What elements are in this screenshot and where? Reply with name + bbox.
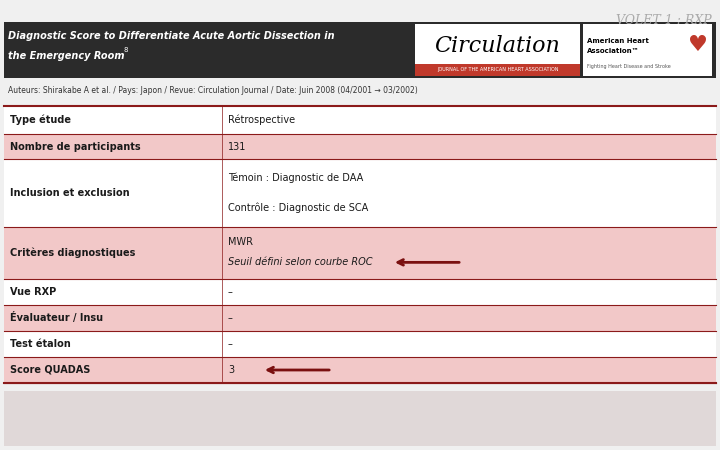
Text: ♥: ♥ xyxy=(688,35,708,55)
Text: Nombre de participants: Nombre de participants xyxy=(10,141,140,152)
Text: Fighting Heart Disease and Stroke: Fighting Heart Disease and Stroke xyxy=(587,64,671,69)
Text: Association™: Association™ xyxy=(587,48,639,54)
Bar xyxy=(4,391,716,446)
Bar xyxy=(4,106,716,134)
Text: Critères diagnostiques: Critères diagnostiques xyxy=(10,248,135,258)
Text: –: – xyxy=(228,313,233,323)
Text: Évaluateur / Insu: Évaluateur / Insu xyxy=(10,312,103,324)
Bar xyxy=(4,159,716,227)
Text: MWR: MWR xyxy=(228,237,253,247)
Bar xyxy=(4,134,716,159)
Text: Auteurs: Shirakabe A et al. / Pays: Japon / Revue: Circulation Journal / Date: J: Auteurs: Shirakabe A et al. / Pays: Japo… xyxy=(8,86,418,95)
Bar xyxy=(4,305,716,331)
Text: 131: 131 xyxy=(228,141,246,152)
Text: Type étude: Type étude xyxy=(10,115,71,125)
Text: Témoin : Diagnostic de DAA: Témoin : Diagnostic de DAA xyxy=(228,172,364,183)
Text: Seuil défini selon courbe ROC: Seuil défini selon courbe ROC xyxy=(228,257,372,267)
Text: Contrôle : Diagnostic de SCA: Contrôle : Diagnostic de SCA xyxy=(228,202,368,213)
Bar xyxy=(415,24,580,76)
Text: VOLET 1 : RXP: VOLET 1 : RXP xyxy=(616,14,712,27)
Bar xyxy=(4,357,716,383)
Text: Rétrospective: Rétrospective xyxy=(228,115,295,125)
Bar xyxy=(415,64,580,76)
Text: Inclusion et exclusion: Inclusion et exclusion xyxy=(10,188,130,198)
Bar xyxy=(4,22,716,78)
Bar xyxy=(4,331,716,357)
Text: –: – xyxy=(228,287,233,297)
Text: Vue RXP: Vue RXP xyxy=(10,287,56,297)
Text: Circulation: Circulation xyxy=(435,35,560,57)
Text: Score QUADAS: Score QUADAS xyxy=(10,365,91,375)
Text: 3: 3 xyxy=(228,365,234,375)
Text: Diagnostic Score to Differentiate Acute Aortic Dissection in: Diagnostic Score to Differentiate Acute … xyxy=(8,31,335,41)
Bar xyxy=(583,24,712,76)
Text: American Heart: American Heart xyxy=(587,38,649,44)
Text: 8: 8 xyxy=(123,47,127,53)
Text: Test étalon: Test étalon xyxy=(10,339,71,349)
Bar xyxy=(4,279,716,305)
Text: –: – xyxy=(228,339,233,349)
Text: JOURNAL OF THE AMERICAN HEART ASSOCIATION: JOURNAL OF THE AMERICAN HEART ASSOCIATIO… xyxy=(437,68,558,72)
Text: the Emergency Room: the Emergency Room xyxy=(8,51,125,61)
Bar xyxy=(4,227,716,279)
